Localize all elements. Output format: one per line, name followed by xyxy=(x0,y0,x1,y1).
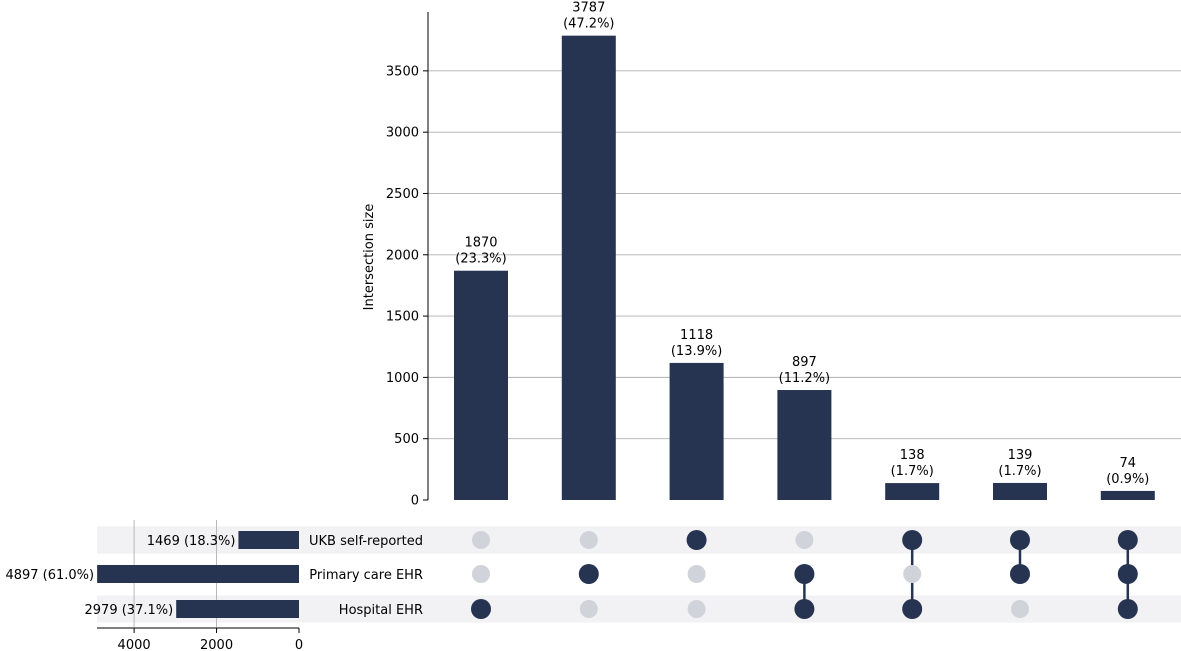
bar-count-label: 897 xyxy=(792,355,817,370)
y-tick-label: 0 xyxy=(411,494,419,509)
set-size-tick-label: 0 xyxy=(295,638,303,651)
set-size-bar-0 xyxy=(238,531,299,549)
matrix-dot-inactive-0-1 xyxy=(472,565,490,583)
bar-percent-label: (13.9%) xyxy=(671,344,722,359)
bar-percent-label: (1.7%) xyxy=(998,464,1041,479)
bar-count-label: 138 xyxy=(900,448,925,463)
matrix-dot-inactive-5-2 xyxy=(1011,600,1029,618)
intersection-bar-0 xyxy=(454,270,508,500)
y-axis-label: Intersection size xyxy=(362,204,377,311)
intersection-bar-6 xyxy=(1100,490,1155,500)
bar-count-label: 1870 xyxy=(464,236,497,251)
matrix-dot-active-4-0 xyxy=(902,530,923,550)
intersection-bar-3 xyxy=(777,390,832,500)
y-tick-label: 2500 xyxy=(386,187,419,202)
matrix-dot-inactive-2-1 xyxy=(687,565,706,583)
set-name-label: UKB self-reported xyxy=(309,534,423,549)
matrix-dot-active-3-1 xyxy=(794,564,815,584)
membership-matrix xyxy=(471,530,1138,619)
intersection-bar-2 xyxy=(669,362,724,500)
matrix-dot-active-6-2 xyxy=(1117,599,1138,619)
bar-percent-label: (23.3%) xyxy=(455,252,506,267)
bar-count-label: 3787 xyxy=(572,1,605,16)
matrix-dot-inactive-3-0 xyxy=(795,531,814,549)
intersection-bars xyxy=(454,35,1155,501)
matrix-dot-active-3-2 xyxy=(794,599,815,619)
y-tick-label: 500 xyxy=(394,432,419,447)
set-size-tick-label: 2000 xyxy=(200,638,233,651)
set-size-tick-label: 4000 xyxy=(118,638,151,651)
bar-percent-label: (0.9%) xyxy=(1106,472,1149,487)
intersection-bar-5 xyxy=(993,482,1047,500)
y-axis: 0 500 1000 1500 2000 2500 3000 3500 xyxy=(386,12,429,509)
matrix-dot-inactive-1-0 xyxy=(579,531,598,549)
bar-count-label: 139 xyxy=(1008,448,1033,463)
set-size-label: 1469 (18.3%) xyxy=(147,534,236,549)
bar-percent-label: (47.2%) xyxy=(563,17,614,32)
matrix-dot-active-0-2 xyxy=(471,599,491,619)
set-name-labels: UKB self-reported Primary care EHR Hospita… xyxy=(309,534,423,618)
bar-count-label: 1118 xyxy=(680,328,713,343)
matrix-dot-inactive-2-2 xyxy=(687,600,706,618)
gridlines xyxy=(428,70,1181,440)
y-tick-label: 1000 xyxy=(386,371,419,386)
matrix-dot-inactive-4-1 xyxy=(903,565,922,583)
matrix-dot-active-1-1 xyxy=(578,564,599,584)
set-size-bar-1 xyxy=(97,565,299,583)
bar-percent-label: (11.2%) xyxy=(779,371,830,386)
bar-percent-label: (1.7%) xyxy=(891,464,934,479)
matrix-dot-active-5-0 xyxy=(1010,530,1030,550)
intersection-bar-4 xyxy=(885,483,940,500)
y-tick-label: 3500 xyxy=(386,64,419,79)
matrix-dot-active-6-0 xyxy=(1117,530,1138,550)
matrix-dot-active-6-1 xyxy=(1117,564,1138,584)
intersection-labels: 1870(23.3%) 3787(47.2%) 1118(13.9%) 897(11.… xyxy=(455,1,1149,487)
matrix-dot-active-2-0 xyxy=(686,530,707,550)
set-size-bars: 1469 (18.3%) 4897 (61.0%) 2979 (37.1%) 4000… xyxy=(5,520,303,651)
bar-count-label: 74 xyxy=(1120,456,1137,471)
matrix-dot-active-5-1 xyxy=(1010,564,1030,584)
set-size-label: 2979 (37.1%) xyxy=(85,603,174,618)
intersection-bar-1 xyxy=(561,35,616,501)
set-size-label: 4897 (61.0%) xyxy=(5,568,94,583)
set-name-label: Primary care EHR xyxy=(309,568,423,583)
y-tick-label: 1500 xyxy=(386,310,419,325)
matrix-dot-active-4-2 xyxy=(902,599,923,619)
matrix-dot-inactive-0-0 xyxy=(472,531,490,549)
y-tick-label: 2000 xyxy=(386,248,419,263)
set-name-label: Hospital EHR xyxy=(339,603,423,618)
set-size-bar-2 xyxy=(176,600,299,618)
matrix-dot-inactive-1-2 xyxy=(579,600,598,618)
y-tick-label: 3000 xyxy=(386,126,419,141)
